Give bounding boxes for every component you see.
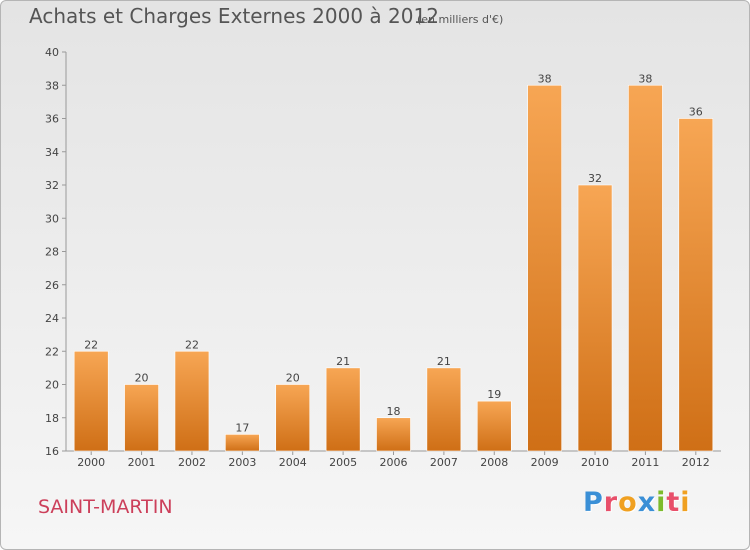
bar-value-label: 32 <box>588 172 602 185</box>
bar-value-label: 19 <box>487 388 501 401</box>
x-tick-label: 2002 <box>178 456 206 469</box>
logo-letter: i <box>680 487 691 518</box>
y-tick-label: 34 <box>45 146 59 159</box>
logo-letter: P <box>583 487 604 518</box>
bar-2005 <box>325 367 361 452</box>
x-tick-label: 2008 <box>480 456 508 469</box>
logo-letter: t <box>666 487 681 518</box>
bar-2002 <box>174 350 210 452</box>
bar-value-label: 38 <box>538 72 552 85</box>
bar-value-label: 22 <box>84 338 98 351</box>
bar-2011 <box>628 84 663 452</box>
y-tick-label: 22 <box>45 345 59 358</box>
bar-2001 <box>124 384 159 452</box>
bar-value-label: 17 <box>235 421 249 434</box>
bar-value-label: 36 <box>689 106 703 119</box>
bar-2007 <box>426 367 462 452</box>
bar-2000 <box>73 350 109 452</box>
bar-value-label: 38 <box>638 72 652 85</box>
bar-value-label: 21 <box>437 355 451 368</box>
commune-name: SAINT-MARTIN <box>38 496 173 518</box>
bar-value-label: 20 <box>135 372 149 385</box>
logo-letter: x <box>637 487 657 518</box>
chart-title: Achats et Charges Externes 2000 à 2012 <box>29 4 439 28</box>
bar-2006 <box>376 417 411 452</box>
bars <box>73 84 714 452</box>
bar-2004 <box>275 384 311 452</box>
bar-value-label: 22 <box>185 338 199 351</box>
bar-2012 <box>678 118 714 452</box>
y-tick-label: 28 <box>45 246 59 259</box>
y-tick-label: 32 <box>45 179 59 192</box>
y-tick-label: 18 <box>45 412 59 425</box>
x-tick-label: 2011 <box>631 456 659 469</box>
x-tick-label: 2006 <box>380 456 408 469</box>
x-tick-label: 2012 <box>682 456 710 469</box>
x-tick-label: 2003 <box>228 456 256 469</box>
bar-2009 <box>527 84 562 452</box>
bar-2003 <box>225 434 260 452</box>
x-tick-label: 2010 <box>581 456 609 469</box>
proxiti-logo[interactable]: Proxiti <box>583 487 691 518</box>
x-tick-label: 2000 <box>77 456 105 469</box>
y-tick-label: 24 <box>45 312 59 325</box>
y-tick-label: 36 <box>45 113 59 126</box>
x-tick-label: 2001 <box>128 456 156 469</box>
bar-value-label: 21 <box>336 355 350 368</box>
y-tick-label: 26 <box>45 279 59 292</box>
bar-2008 <box>476 400 512 452</box>
y-tick-label: 30 <box>45 212 59 225</box>
x-tick-label: 2009 <box>531 456 559 469</box>
y-tick-label: 38 <box>45 79 59 92</box>
x-tick-label: 2004 <box>279 456 307 469</box>
bar-2010 <box>577 184 613 452</box>
x-tick-label: 2007 <box>430 456 458 469</box>
logo-letter: r <box>603 487 619 518</box>
chart-subtitle: (en milliers d'€) <box>417 13 504 26</box>
y-tick-label: 20 <box>45 379 59 392</box>
x-tick-label: 2005 <box>329 456 357 469</box>
y-tick-label: 40 <box>45 46 59 59</box>
logo-letter: o <box>618 487 638 518</box>
logo-letter: i <box>656 487 667 518</box>
bar-value-label: 18 <box>387 405 401 418</box>
labels: 22 2000 20 2001 22 2002 17 2003 20 2004 21 2005 18 20… <box>77 72 710 469</box>
bar-value-label: 20 <box>286 372 300 385</box>
axes: 16 18 20 22 24 26 28 30 32 34 36 38 40 <box>45 46 721 458</box>
y-tick-label: 16 <box>45 445 59 458</box>
